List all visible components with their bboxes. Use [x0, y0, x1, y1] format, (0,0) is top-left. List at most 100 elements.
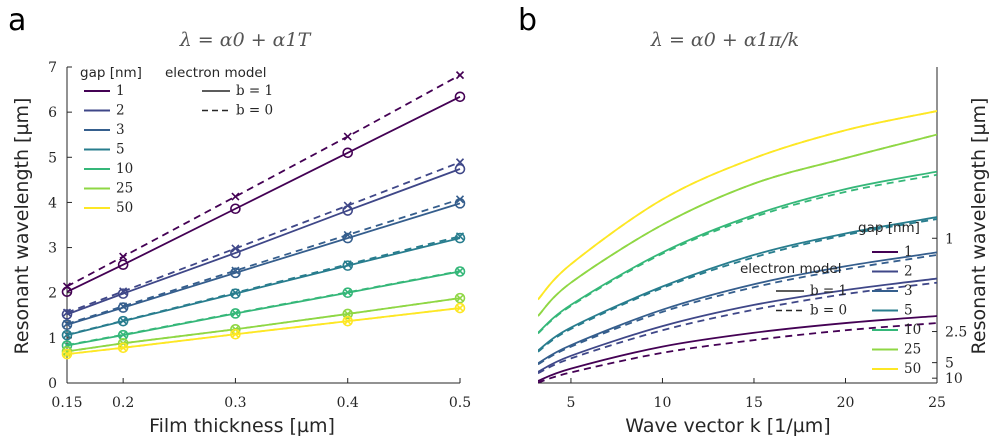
legend-entry-label: 2	[116, 103, 125, 119]
data-point-cross	[343, 132, 352, 141]
series-line-b0	[66, 74, 461, 288]
series-gap-5	[538, 216, 937, 353]
panel-b-equation: λ = α0 + α1π/k	[650, 29, 799, 51]
data-point-cross	[455, 71, 465, 80]
series-line-b0	[538, 173, 937, 335]
data-point-circle	[61, 309, 73, 320]
data-point-cross	[62, 330, 72, 339]
y-tick-label: 4	[48, 195, 57, 211]
data-point-cross	[343, 317, 352, 326]
data-point-cross	[231, 308, 240, 318]
data-point-circle	[117, 259, 129, 271]
x-tick-label: 0.3	[224, 395, 246, 411]
data-point-cross	[231, 266, 240, 275]
legend-entry-label: 10	[904, 322, 921, 338]
series-gap-50	[538, 110, 937, 301]
series-line-b0	[538, 254, 937, 366]
series-gap-1	[538, 315, 937, 383]
y-tick-label: 2	[48, 286, 57, 302]
panel-a-legend-gap-title: gap [nm]	[80, 65, 142, 81]
series-line-b0	[538, 281, 937, 375]
series-line-b1	[66, 237, 461, 337]
data-point-cross	[455, 158, 465, 167]
panel-a-lines	[61, 71, 466, 360]
data-point-cross	[119, 343, 128, 352]
series-line-b0	[66, 198, 461, 325]
y-tick-label: 5	[48, 150, 57, 166]
data-point-circle	[230, 308, 241, 319]
series-gap-3	[61, 195, 466, 331]
data-point-circle	[454, 163, 466, 175]
data-point-circle	[117, 302, 129, 313]
series-line-b0	[538, 218, 937, 353]
panel-b-x-label: Wave vector k [1/µm]	[625, 415, 830, 437]
panel-a-ticks: 0.15 0.2 0.3 0.4 0.5 0 1 2 3 4 5 6 7	[48, 60, 471, 411]
y-tick-label: 6	[48, 105, 57, 121]
x-tick-label: 0.2	[112, 395, 134, 411]
panel-a-x-label: Film thickness [µm]	[149, 415, 335, 437]
data-point-cross	[343, 288, 352, 297]
data-point-cross	[119, 302, 128, 311]
series-line-b1	[538, 277, 937, 373]
legend-entry-label: 5	[904, 303, 913, 319]
data-point-cross	[455, 294, 465, 303]
data-point-cross	[455, 232, 465, 241]
y-tick-label: 5	[945, 356, 954, 372]
data-point-cross	[231, 244, 240, 253]
y-tick-label: 7	[48, 60, 57, 76]
data-point-cross	[343, 201, 352, 210]
x-tick-label: 0.15	[51, 395, 82, 411]
legend-entry-label: 10	[116, 161, 133, 177]
series-gap-10	[61, 266, 466, 351]
series-gap-3	[538, 251, 937, 366]
series-line-b0	[538, 322, 937, 383]
panel-a-legend-model-title: electron model	[165, 65, 266, 81]
series-line-b1	[538, 170, 937, 334]
x-tick-label: 25	[928, 395, 946, 411]
data-point-circle	[117, 342, 129, 354]
series-gap-50	[61, 302, 466, 360]
legend-entry-label: 25	[116, 181, 133, 197]
legend-entry-label: 1	[116, 83, 125, 99]
data-point-cross	[455, 266, 465, 276]
y-tick-label: 3	[48, 241, 57, 257]
legend-entry-label: 1	[904, 244, 913, 260]
data-point-circle	[454, 91, 466, 103]
data-point-cross	[119, 287, 128, 296]
panel-a-legend: gap [nm] electron model 1 2 3 5 10 25 50 b = 1 b…	[80, 65, 273, 216]
series-gap-2	[61, 158, 466, 320]
panel-b-lines	[538, 110, 937, 383]
x-tick-label: 10	[654, 395, 672, 411]
x-tick-label: 15	[745, 395, 763, 411]
data-point-cross	[455, 195, 465, 204]
data-point-cross	[119, 316, 128, 325]
x-tick-label: 0.5	[449, 395, 471, 411]
legend-model-label: b = 0	[810, 303, 847, 319]
series-gap-2	[538, 277, 937, 375]
legend-entry-label: 5	[116, 142, 125, 158]
data-point-cross	[62, 282, 72, 291]
legend-model-label: b = 0	[236, 103, 273, 119]
data-point-circle	[230, 203, 241, 215]
series-gap-25	[538, 133, 937, 317]
x-tick-label: 20	[837, 395, 855, 411]
legend-model-label: b = 1	[236, 83, 273, 99]
series-line-b1	[538, 315, 937, 382]
data-point-cross	[231, 288, 240, 297]
data-point-circle	[117, 315, 129, 327]
y-tick-label: 1	[48, 331, 57, 347]
panel-a-y-label: Resonant wavelength [µm]	[11, 98, 33, 355]
data-point-circle	[230, 288, 241, 299]
data-point-cross	[119, 252, 128, 261]
y-tick-label: 1	[945, 231, 954, 247]
data-point-cross	[119, 330, 128, 339]
data-point-circle	[454, 302, 466, 314]
data-point-cross	[343, 230, 352, 239]
panel-b-legend: gap [nm] electron model 1 2 3 5 10 25 50 b = 1 b…	[740, 220, 921, 377]
data-point-cross	[62, 319, 72, 328]
data-point-cross	[231, 192, 240, 201]
series-gap-10	[538, 170, 937, 335]
series-line-b1	[538, 110, 937, 301]
